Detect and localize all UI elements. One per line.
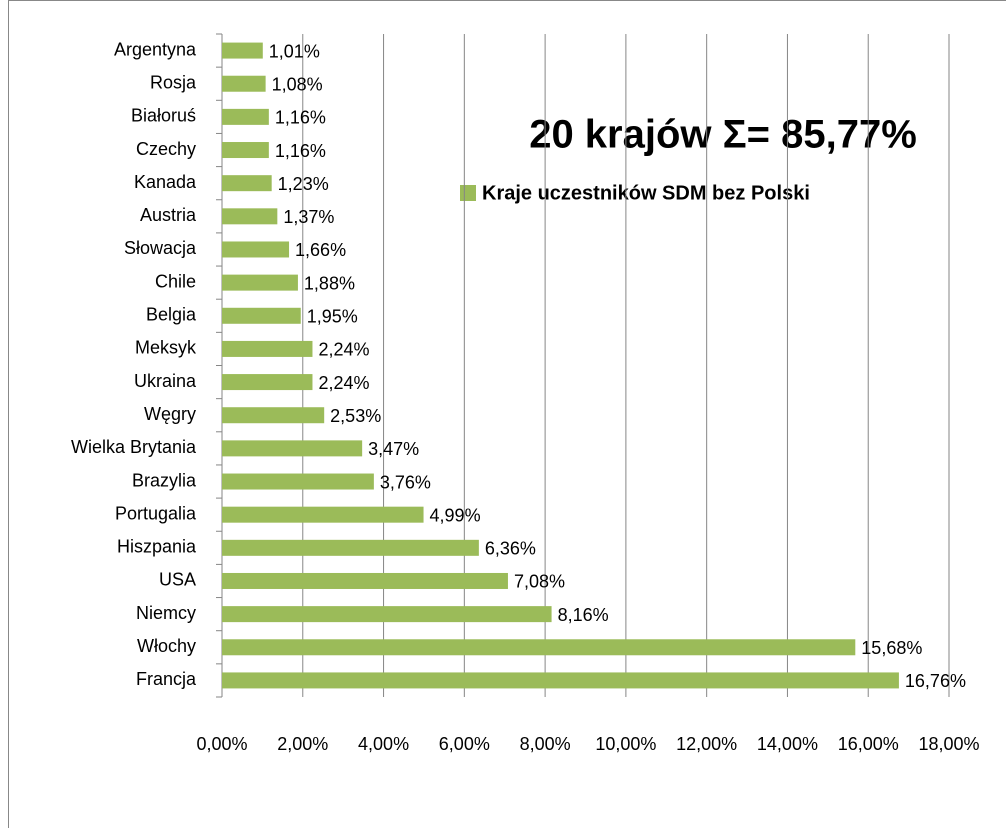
bar: [222, 208, 278, 225]
value-label: 7,08%: [514, 572, 565, 592]
x-tick-label: 2,00%: [277, 734, 328, 754]
bar: [222, 407, 325, 424]
y-tick-label: USA: [159, 570, 196, 590]
value-label: 6,36%: [485, 539, 536, 559]
value-label: 2,53%: [330, 406, 381, 426]
bar: [222, 307, 301, 324]
x-tick-label: 0,00%: [196, 734, 247, 754]
value-label: 1,95%: [307, 307, 358, 327]
y-tick-label: Rosja: [150, 72, 197, 92]
bar: [222, 142, 269, 159]
value-label: 2,24%: [318, 340, 369, 360]
bar: [222, 440, 363, 457]
bar: [222, 274, 298, 291]
bar: [222, 572, 508, 589]
bar: [222, 506, 424, 523]
y-tick-label: Argentyna: [114, 39, 197, 59]
value-label: 1,01%: [269, 41, 320, 61]
value-label: 1,16%: [275, 141, 326, 161]
bar: [222, 672, 899, 689]
y-tick-label: Austria: [140, 205, 197, 225]
bar: [222, 639, 856, 656]
value-label: 8,16%: [558, 605, 609, 625]
y-tick-label: Brazylia: [132, 470, 197, 490]
bar: [222, 374, 313, 391]
bar: [222, 539, 479, 556]
y-tick-label: Francja: [136, 669, 197, 689]
bar: [222, 473, 374, 490]
x-tick-label: 10,00%: [595, 734, 656, 754]
x-tick-label: 4,00%: [358, 734, 409, 754]
legend-label: Kraje uczestników SDM bez Polski: [482, 182, 810, 204]
y-tick-label: Węgry: [144, 404, 196, 424]
y-tick-label: Belgia: [146, 305, 197, 325]
value-label: 16,76%: [905, 671, 966, 691]
bar: [222, 108, 269, 125]
bar: [222, 75, 266, 92]
y-tick-label: Niemcy: [136, 603, 196, 623]
x-tick-label: 18,00%: [918, 734, 979, 754]
y-tick-label: Włochy: [137, 636, 196, 656]
bar: [222, 340, 313, 357]
x-tick-label: 12,00%: [676, 734, 737, 754]
value-label: 4,99%: [430, 505, 481, 525]
x-tick-label: 16,00%: [838, 734, 899, 754]
bar: [222, 42, 263, 59]
value-label: 1,16%: [275, 108, 326, 128]
y-tick-label: Wielka Brytania: [71, 437, 197, 457]
bar: [222, 175, 272, 192]
y-tick-label: Hiszpania: [117, 537, 197, 557]
y-tick-label: Czechy: [136, 139, 196, 159]
y-tick-label: Ukraina: [134, 371, 197, 391]
x-tick-label: 8,00%: [520, 734, 571, 754]
value-label: 1,23%: [278, 174, 329, 194]
value-label: 2,24%: [318, 373, 369, 393]
y-tick-label: Meksyk: [135, 338, 197, 358]
x-tick-label: 6,00%: [439, 734, 490, 754]
y-tick-label: Słowacja: [124, 238, 197, 258]
value-label: 3,47%: [368, 439, 419, 459]
y-tick-label: Kanada: [134, 172, 197, 192]
value-label: 3,76%: [380, 472, 431, 492]
bar: [222, 241, 290, 258]
value-label: 1,37%: [283, 207, 334, 227]
chart-border: [8, 0, 1006, 828]
value-label: 1,88%: [304, 273, 355, 293]
x-tick-label: 14,00%: [757, 734, 818, 754]
y-tick-label: Chile: [155, 271, 196, 291]
y-tick-label: Białoruś: [131, 106, 196, 126]
legend-swatch: [460, 185, 476, 201]
value-label: 15,68%: [861, 638, 922, 658]
annotation: 20 krajów Σ= 85,77%: [529, 113, 917, 157]
value-label: 1,08%: [272, 74, 323, 94]
y-tick-label: Portugalia: [115, 503, 197, 523]
bar: [222, 606, 552, 623]
value-label: 1,66%: [295, 240, 346, 260]
